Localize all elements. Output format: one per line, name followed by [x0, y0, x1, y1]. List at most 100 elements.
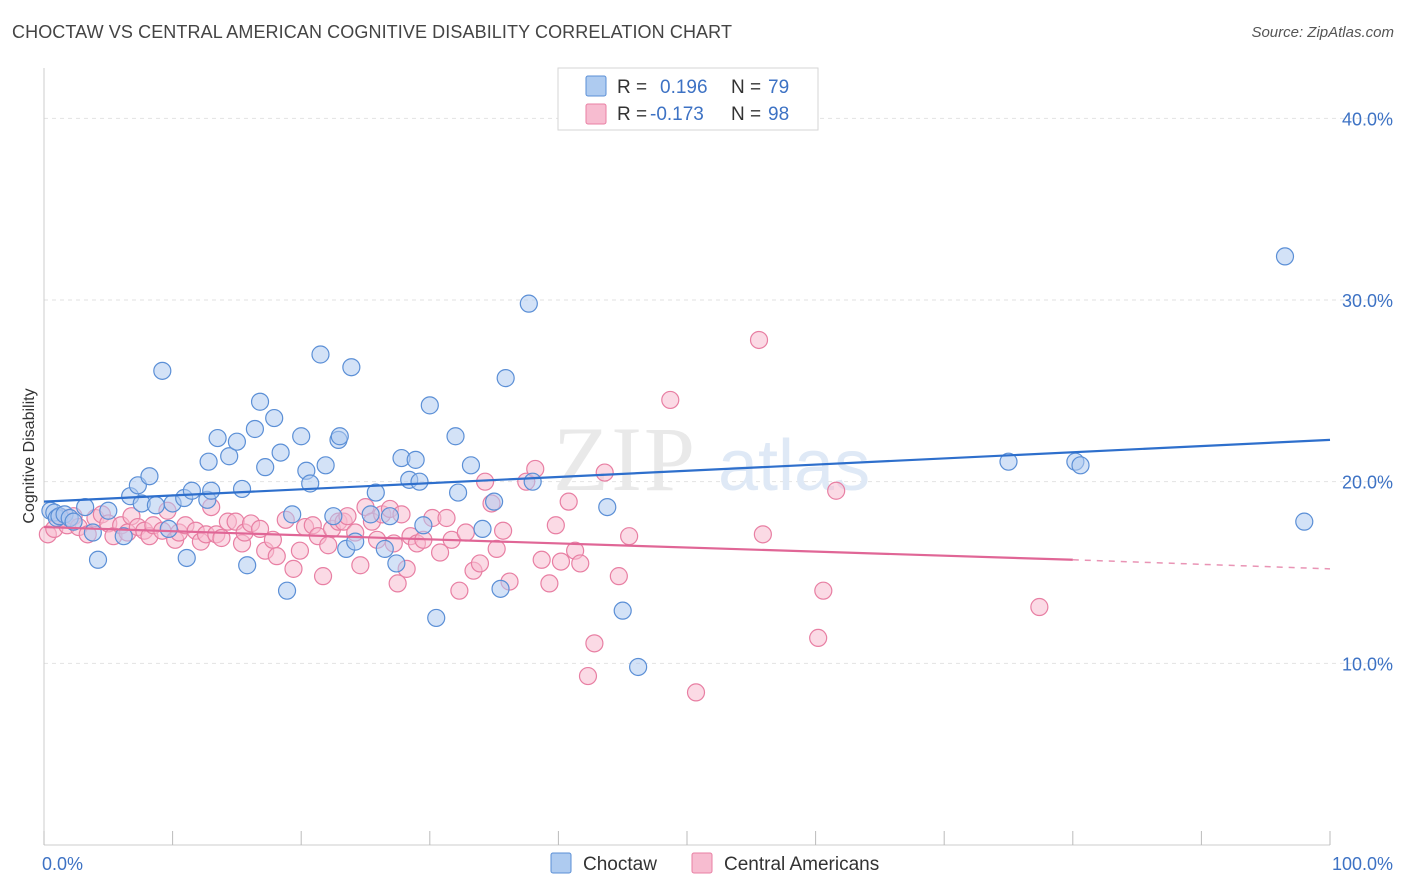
series-legend-label-choctaw: Choctaw — [583, 854, 657, 875]
central-americans-point-97 — [827, 481, 846, 500]
x-tick-label-min: 0.0% — [42, 854, 83, 874]
correlation-legend: R = 0.196 N = 79 R = -0.173 N = 98 — [557, 67, 819, 131]
choctaw-point-73 — [999, 452, 1018, 471]
choctaw-point-31 — [245, 419, 265, 439]
choctaw-point-49 — [361, 505, 380, 524]
choctaw-point-65 — [485, 492, 504, 511]
legend-r-value-central: -0.173 — [650, 104, 704, 125]
choctaw-point-18 — [159, 519, 178, 539]
y-tick-label-20: 20.0% — [1342, 473, 1393, 493]
choctaw-point-29 — [232, 479, 252, 499]
choctaw-point-71 — [613, 601, 632, 620]
legend-n-label-choctaw: N = — [731, 77, 761, 98]
trend-lines — [43, 438, 1331, 570]
legend-r-value-choctaw: 0.196 — [660, 77, 708, 98]
choctaw-point-75 — [1071, 456, 1090, 475]
choctaw-point-63 — [461, 456, 481, 475]
series-legend-swatch-choctaw — [550, 852, 572, 874]
choctaw-point-68 — [519, 294, 538, 313]
central-americans-point-89 — [609, 567, 628, 586]
y-tick-label-30: 30.0% — [1342, 291, 1393, 311]
gridlines — [44, 117, 1392, 664]
choctaw-point-61 — [446, 427, 465, 446]
choctaw-point-58 — [414, 516, 433, 535]
central-americans-point-98 — [1030, 597, 1049, 617]
choctaw-point-11 — [114, 527, 133, 546]
choctaw-point-32 — [250, 392, 270, 411]
legend-n-label-central: N = — [731, 104, 761, 125]
choctaw-point-26 — [208, 428, 227, 448]
central-americans-points — [38, 330, 1049, 702]
choctaw-point-17 — [153, 361, 172, 380]
choctaw-point-27 — [220, 447, 239, 466]
central-americans-point-92 — [686, 683, 706, 702]
choctaw-points — [41, 247, 1314, 677]
central-americans-point-95 — [809, 628, 828, 648]
legend-swatch-choctaw — [585, 75, 607, 97]
watermark-zip: ZIP — [553, 408, 697, 510]
choctaw-point-67 — [496, 369, 515, 388]
central-americans-point-68 — [450, 581, 469, 600]
central-americans-trend-line — [43, 525, 1073, 561]
legend-r-label-central: R = — [617, 104, 647, 125]
central-americans-point-93 — [749, 330, 769, 350]
central-americans-point-51 — [351, 556, 370, 575]
choctaw-point-9 — [88, 550, 108, 569]
choctaw-point-72 — [629, 657, 648, 677]
central-americans-point-91 — [661, 390, 680, 410]
legend-n-value-choctaw: 79 — [768, 77, 789, 98]
central-americans-point-40 — [290, 541, 310, 560]
choctaw-point-52 — [380, 507, 400, 526]
central-americans-point-82 — [551, 552, 571, 571]
series-legend: Choctaw Central Americans — [550, 852, 879, 875]
central-americans-point-83 — [559, 492, 578, 511]
choctaw-point-76 — [1275, 247, 1295, 266]
choctaw-point-35 — [271, 443, 290, 462]
legend-r-label-choctaw: R = — [617, 77, 647, 98]
choctaw-point-24 — [199, 452, 218, 471]
choctaw-point-57 — [410, 472, 429, 491]
choctaw-point-42 — [316, 456, 335, 475]
chart-source: Source: ZipAtlas.com — [1251, 24, 1394, 41]
central-americans-point-44 — [313, 567, 333, 586]
central-americans-point-74 — [487, 539, 506, 558]
series-legend-label-central: Central Americans — [724, 854, 879, 875]
choctaw-point-6 — [64, 512, 83, 531]
x-ticks — [43, 831, 1331, 845]
choctaw-point-47 — [342, 358, 361, 377]
choctaw-point-60 — [427, 608, 446, 628]
choctaw-point-41 — [311, 345, 330, 364]
central-americans-point-58 — [388, 574, 407, 593]
central-americans-point-88 — [595, 463, 614, 482]
central-americans-point-37 — [267, 547, 286, 566]
choctaw-point-38 — [292, 427, 311, 446]
choctaw-point-59 — [420, 396, 439, 415]
y-axis-label: Cognitive Disability — [21, 388, 38, 523]
choctaw-point-50 — [366, 483, 385, 502]
choctaw-point-34 — [265, 408, 284, 428]
choctaw-point-43 — [324, 507, 343, 526]
choctaw-point-64 — [473, 519, 492, 539]
choctaw-point-25 — [202, 481, 221, 500]
y-tick-label-40: 40.0% — [1342, 109, 1393, 129]
choctaw-point-77 — [1295, 512, 1314, 531]
central-americans-point-85 — [571, 554, 590, 573]
central-americans-point-90 — [620, 527, 639, 546]
choctaw-point-15 — [140, 467, 159, 486]
central-americans-point-39 — [284, 559, 303, 578]
choctaw-point-7 — [76, 498, 95, 517]
x-tick-label-max: 100.0% — [1332, 854, 1393, 874]
choctaw-point-69 — [523, 472, 542, 491]
choctaw-point-53 — [387, 554, 406, 573]
central-americans-point-87 — [585, 634, 604, 653]
chart-title: CHOCTAW VS CENTRAL AMERICAN COGNITIVE DI… — [12, 22, 733, 42]
choctaw-point-48 — [346, 532, 365, 551]
central-americans-point-80 — [540, 574, 559, 593]
central-americans-point-65 — [430, 543, 450, 562]
choctaw-point-8 — [83, 523, 102, 542]
choctaw-point-10 — [99, 501, 118, 520]
choctaw-point-56 — [406, 450, 425, 469]
central-americans-point-66 — [437, 508, 456, 528]
choctaw-point-22 — [182, 481, 201, 500]
